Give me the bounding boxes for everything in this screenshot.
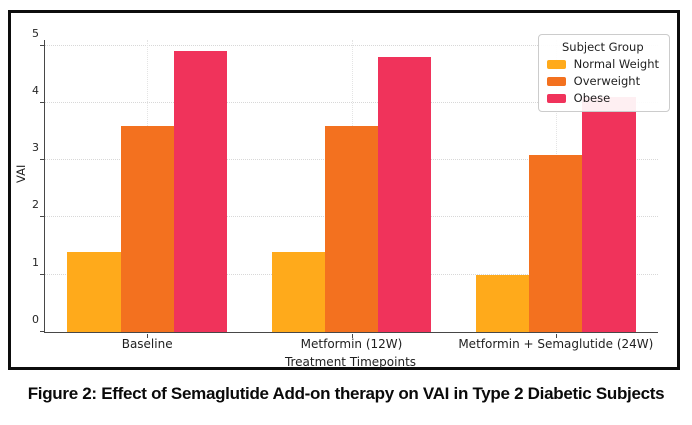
bar-obese <box>378 57 432 332</box>
x-tick-label: Baseline <box>121 337 173 351</box>
y-tick-label: 5 <box>32 26 39 40</box>
y-tick-label: 3 <box>32 141 39 155</box>
legend-swatch-icon <box>546 76 566 86</box>
y-tick-mark <box>40 159 45 161</box>
legend-item-overweight: Overweight <box>546 74 659 88</box>
bar-group-1 <box>45 40 249 332</box>
figure-2-chart: 0 1 2 3 4 5 Baseline Metformin (12W) Metformin +… <box>8 10 680 370</box>
bar-obese <box>582 97 636 332</box>
x-tick-mark <box>351 334 353 338</box>
y-tick-label: 1 <box>32 255 39 269</box>
legend: Subject Group Normal Weight Overweight Obe… <box>537 34 670 112</box>
legend-label: Overweight <box>573 74 641 88</box>
bar-group-3 <box>454 40 658 332</box>
legend-label: Obese <box>573 91 611 105</box>
y-tick-label: 0 <box>32 313 39 326</box>
y-tick-mark <box>40 216 45 218</box>
x-tick-label: Metformin + Semaglutide (24W) <box>458 337 654 351</box>
figure-caption: Figure 2: Effect of Semaglutide Add-on t… <box>27 384 665 403</box>
bar-overweight <box>529 154 583 332</box>
bar-obese <box>173 51 227 332</box>
bar-group-2 <box>249 40 453 332</box>
bar-overweight <box>324 125 379 332</box>
y-tick-mark <box>40 102 45 103</box>
legend-item-normal-weight: Normal Weight <box>546 57 659 71</box>
bar-normal-weight <box>271 251 325 332</box>
y-tick-mark <box>40 273 45 275</box>
x-axis-label: Treatment Timepoints <box>284 355 417 369</box>
y-tick-mark <box>40 44 45 46</box>
y-tick-mark <box>40 331 45 332</box>
legend-item-obese: Obese <box>546 91 659 105</box>
legend-swatch-icon <box>546 93 566 103</box>
y-tick-label: 2 <box>32 198 39 212</box>
x-tick-label: Metformin (12W) <box>300 337 403 351</box>
y-tick-label: 4 <box>32 84 39 97</box>
legend-label: Normal Weight <box>573 57 659 71</box>
y-axis-label: VAI <box>14 164 28 183</box>
plot-area: 0 1 2 3 4 5 Baseline Metformin (12W) Metformin +… <box>32 27 658 351</box>
bar-normal-weight <box>476 274 530 332</box>
x-tick-mark <box>147 334 149 338</box>
legend-swatch-icon <box>546 59 566 69</box>
x-tick-mark <box>555 334 557 338</box>
bar-normal-weight <box>67 251 121 332</box>
bar-overweight <box>120 125 174 332</box>
legend-title: Subject Group <box>561 40 644 54</box>
